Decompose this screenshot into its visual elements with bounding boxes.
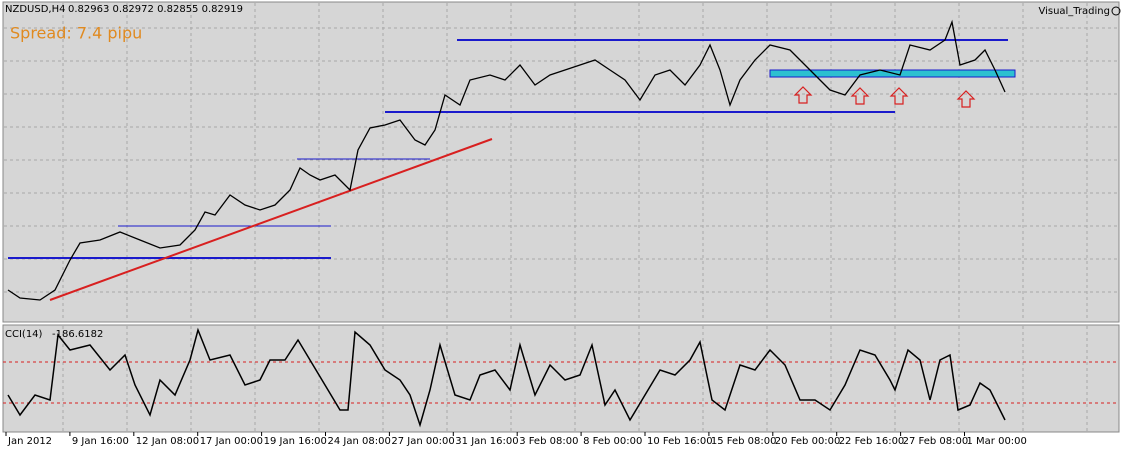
- grid: [4, 3, 1118, 431]
- trend-line: [49, 138, 493, 301]
- time-label: Jan 2012: [7, 436, 52, 447]
- price-panel: [2, 1, 1120, 323]
- watermark-icon: [1111, 6, 1121, 16]
- time-label: 12 Jan 08:00: [136, 436, 199, 447]
- time-axis: Jan 2012 9 Jan 16:00 12 Jan 08:00 17 Jan 00…: [5, 432, 1027, 447]
- cci-line: [7, 327, 1006, 428]
- time-label: 10 Feb 16:00: [647, 436, 713, 447]
- time-label: 20 Feb 00:00: [775, 436, 841, 447]
- time-label: 1 Mar 00:00: [967, 436, 1027, 447]
- time-label: 3 Feb 08:00: [519, 436, 578, 447]
- time-label: 15 Feb 08:00: [711, 436, 777, 447]
- indicator-name: CCI(14): [5, 329, 43, 340]
- time-label: 27 Feb 08:00: [903, 436, 969, 447]
- arrows: [793, 86, 976, 108]
- indicator-reading: -186.6182: [52, 329, 103, 340]
- time-label: 17 Jan 00:00: [200, 436, 263, 447]
- time-label: 24 Jan 08:00: [328, 436, 391, 447]
- time-label: 9 Jan 16:00: [72, 436, 129, 447]
- up-arrow: [956, 90, 976, 108]
- time-label: 31 Jan 16:00: [455, 436, 518, 447]
- up-arrow: [850, 87, 870, 105]
- price-line: [7, 19, 1006, 301]
- up-arrow: [793, 86, 813, 104]
- time-label: 8 Feb 00:00: [583, 436, 642, 447]
- watermark: Visual_Trading: [1038, 6, 1110, 17]
- up-arrow: [889, 87, 909, 105]
- time-label: 27 Jan 00:00: [391, 436, 454, 447]
- cci-panel: [2, 324, 1120, 433]
- time-label: 19 Jan 16:00: [264, 436, 327, 447]
- spread: Spread: 7.4 pipu: [10, 24, 142, 43]
- time-label: 22 Feb 16:00: [839, 436, 905, 447]
- quote: 0.82963 0.82972 0.82855 0.82919: [68, 4, 243, 15]
- symbol: NZDUSD,H4: [5, 4, 65, 15]
